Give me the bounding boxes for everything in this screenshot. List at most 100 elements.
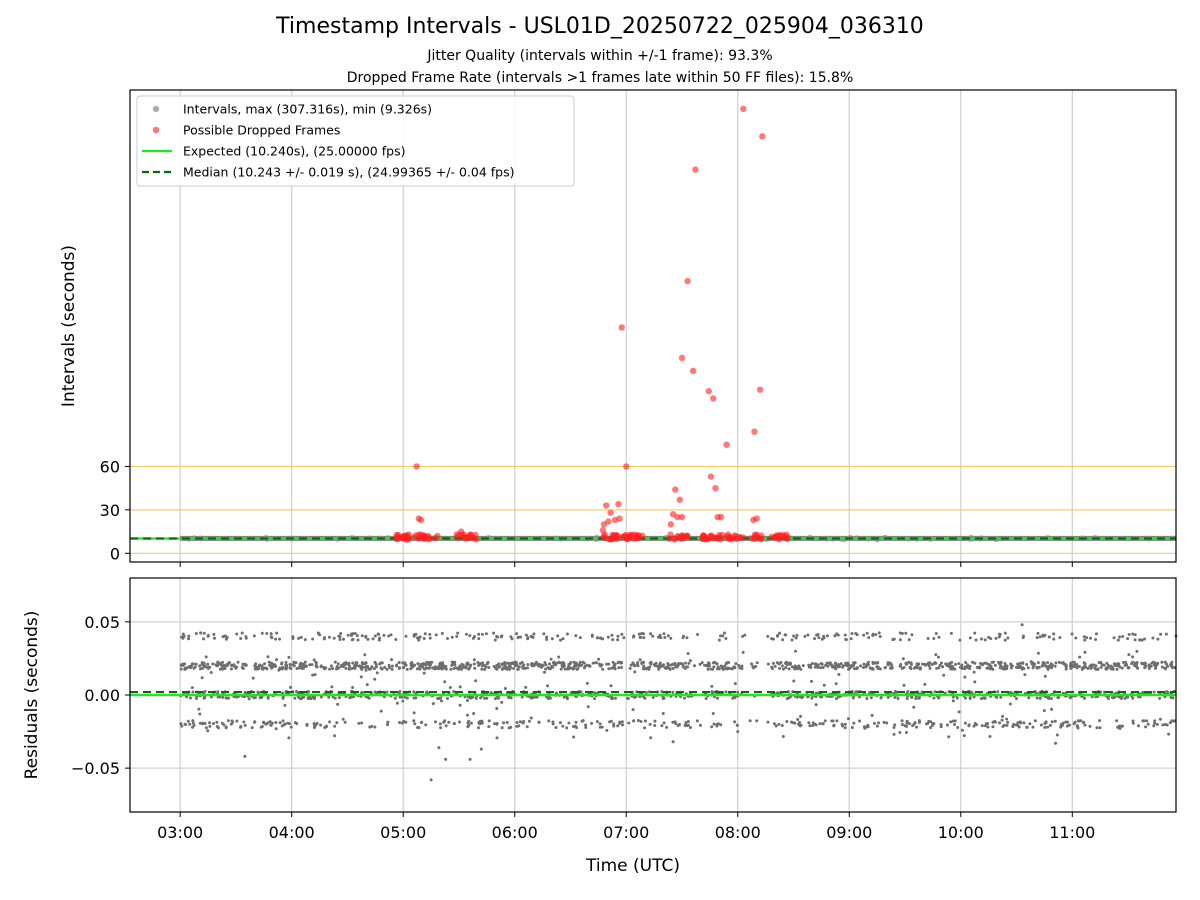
residual-point [285,663,289,667]
residual-point [269,723,273,727]
residual-point [679,662,683,666]
residual-point [548,696,552,700]
residual-point [866,660,870,664]
residual-point [1082,665,1086,669]
residual-point [493,722,497,726]
dropped-frame-point [732,533,740,540]
residual-point [351,686,355,690]
residual-point [221,667,225,671]
residual-point [256,691,260,695]
residual-point [307,696,311,700]
legend-label: Median (10.243 +/- 0.019 s), (24.99365 +… [183,165,514,180]
residual-point [967,724,971,728]
residual-point [524,685,528,689]
residual-point [211,722,215,726]
residual-point [958,638,962,642]
residual-point [529,662,533,666]
residual-point [243,691,247,695]
residual-point [479,747,483,751]
residual-point [1035,636,1039,640]
residual-point [732,665,736,669]
residual-point [526,637,530,641]
residual-point [483,667,487,671]
residual-point [215,725,219,729]
residual-point [439,699,443,703]
residual-point [347,661,351,665]
residual-point [252,720,256,724]
residual-point [287,736,291,740]
residual-point [227,660,231,664]
residual-point [499,635,503,639]
residual-point [993,663,997,667]
residual-point [616,724,620,728]
residual-point [770,667,774,671]
residual-point [700,661,704,665]
residual-point [444,667,448,671]
residual-point [314,663,318,667]
dropped-frame-point [676,496,683,503]
residual-point [209,671,213,675]
residual-point [520,695,524,699]
residual-point [198,664,202,668]
residual-point [452,722,456,726]
residual-point [453,660,457,664]
residual-point [332,636,336,640]
residual-point [297,636,301,640]
residual-point [926,636,930,640]
residual-point [562,664,566,668]
residual-point [966,663,970,667]
residual-point [487,725,491,729]
residual-point [397,660,401,664]
residual-point [446,637,450,641]
residual-point [487,719,491,723]
residual-point [1163,666,1167,670]
dropped-frame-point [617,533,624,541]
residual-point [230,663,234,667]
residual-point [585,681,589,685]
residual-point [1014,665,1018,669]
residual-point [941,665,945,669]
residual-point [787,667,791,671]
residual-point [781,734,785,738]
residual-point [1127,666,1131,670]
residual-point [892,732,896,736]
dropped-frame-point [717,513,725,521]
residual-point [231,720,235,724]
residual-point [743,633,747,637]
residual-point [243,723,247,727]
residual-point [1021,634,1025,638]
residual-point [1053,719,1057,723]
residual-point [189,696,193,700]
dropped-frame-point [710,395,717,402]
residual-point [357,664,361,668]
residual-point [903,724,907,728]
residual-point [422,667,426,671]
residual-point [979,662,983,666]
residual-point [1127,653,1131,657]
residual-point [1140,662,1144,666]
residual-point [423,632,427,636]
legend-marker [152,105,160,113]
residual-point [784,666,788,670]
residual-point [681,636,685,640]
residual-point [784,633,788,637]
residual-point [557,661,561,665]
residual-point [684,721,688,725]
residual-point [337,634,341,638]
residual-point [660,724,664,728]
residual-point [444,664,448,668]
dropped-frame-point [689,367,697,375]
residual-point [1099,665,1103,669]
residual-point [720,665,724,669]
residual-point [597,657,601,661]
residual-point [590,634,594,638]
residual-point [721,634,725,638]
residual-point [724,690,728,694]
residual-point [1135,649,1139,653]
residual-point [1090,695,1094,699]
residual-point [766,720,770,724]
residual-point [444,724,448,728]
residual-point [192,666,196,670]
residual-point [1145,719,1149,723]
residual-point [247,697,251,701]
